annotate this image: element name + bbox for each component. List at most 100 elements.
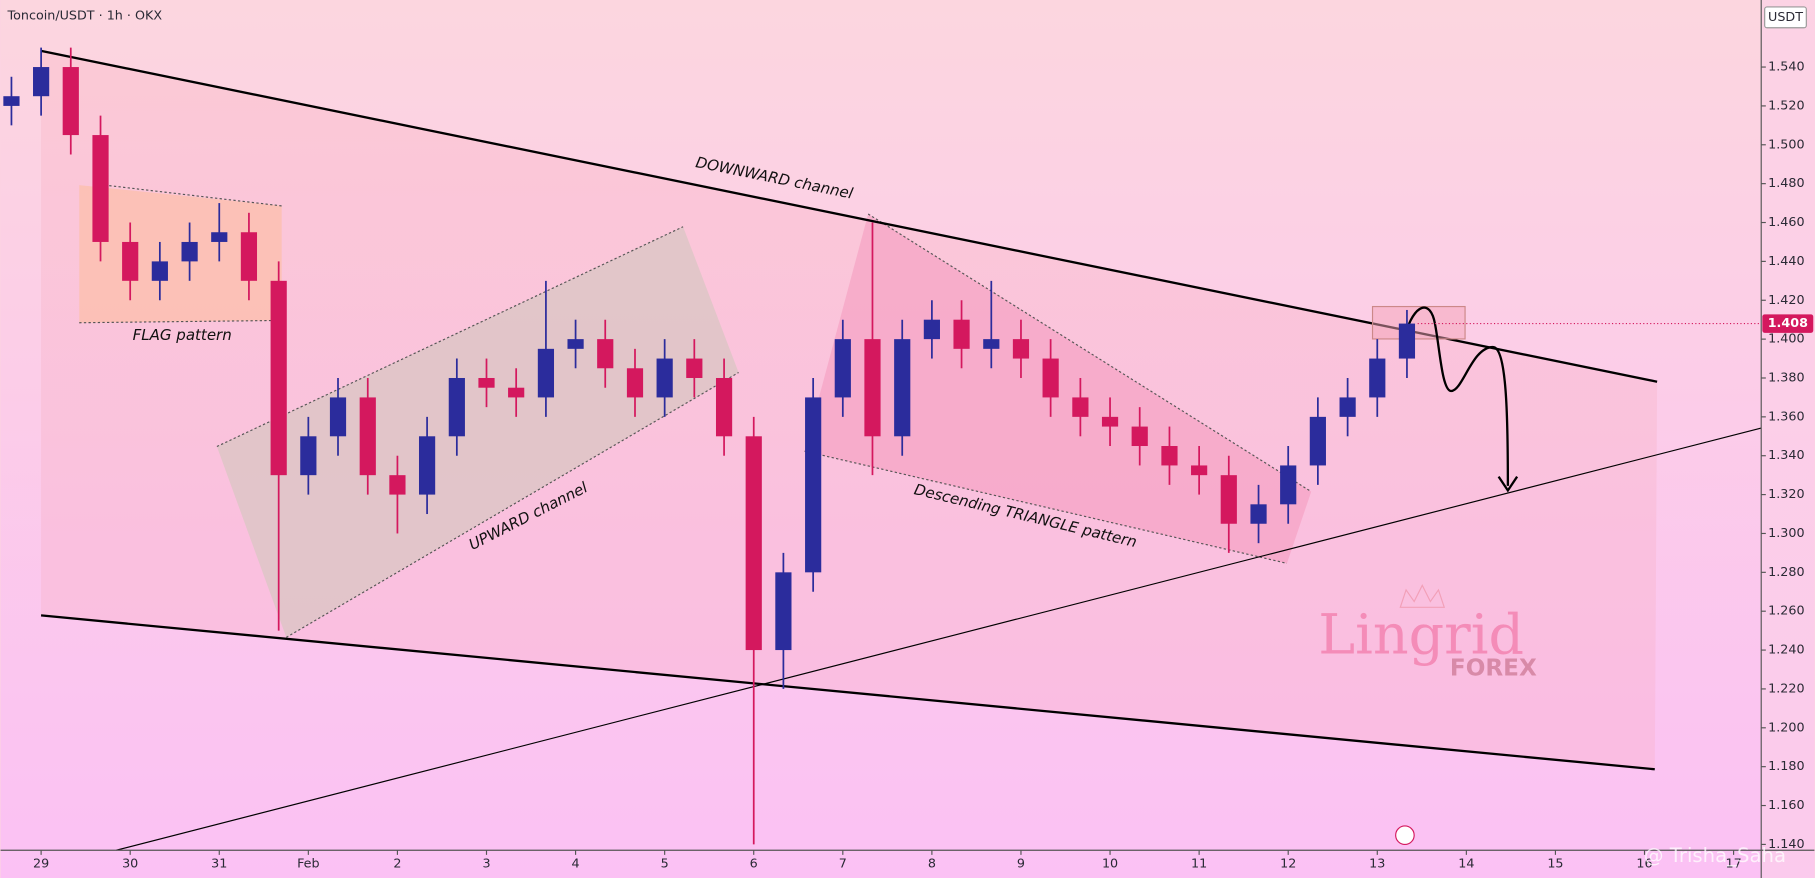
- candle-body: [211, 232, 228, 242]
- candle-body: [1220, 475, 1237, 524]
- x-tick-label: 14: [1458, 856, 1474, 871]
- candle-body: [240, 232, 258, 281]
- candle-body: [864, 339, 881, 437]
- x-tick-label: 5: [661, 856, 669, 871]
- x-tick-label: 16: [1636, 856, 1652, 871]
- currency: USDT: [1768, 9, 1803, 24]
- y-tick-label: 1.140: [1768, 836, 1804, 851]
- candle-body: [1250, 504, 1267, 524]
- candle-body: [686, 358, 703, 378]
- triangle-edge: [867, 213, 1312, 493]
- candle-body: [329, 397, 347, 437]
- y-tick-label: 1.520: [1768, 97, 1804, 112]
- watermark-sub: FOREX: [1450, 656, 1537, 682]
- candle-body: [1398, 323, 1416, 359]
- x-tick-label: 15: [1547, 856, 1563, 871]
- y-tick-label: 1.340: [1768, 447, 1804, 462]
- candle-body: [597, 339, 614, 369]
- triangle-edge: [804, 450, 1288, 564]
- currency-box: [1764, 6, 1807, 29]
- arrow-head: [1497, 475, 1519, 493]
- y-tick-label: 1.540: [1768, 59, 1804, 74]
- candle-body: [1280, 465, 1297, 505]
- candle-body: [1369, 358, 1386, 398]
- candle-body: [1072, 397, 1089, 417]
- x-tick-label: 4: [572, 856, 580, 871]
- candle-body: [418, 436, 436, 495]
- y-tick-label: 1.480: [1768, 175, 1804, 190]
- x-tick-label: 2: [393, 856, 401, 871]
- x-tick-label: 9: [1017, 856, 1025, 871]
- candle-body: [359, 397, 376, 476]
- candle-body: [626, 368, 644, 398]
- crown-icon: [1399, 584, 1446, 608]
- y-tick-label: 1.260: [1768, 603, 1804, 618]
- y-tick-label: 1.300: [1768, 525, 1804, 540]
- candle-body: [1309, 416, 1326, 466]
- y-tick-label: 1.200: [1768, 719, 1804, 734]
- flag-line: [79, 319, 282, 324]
- y-tick-label: 1.500: [1768, 136, 1804, 151]
- x-tick-label: 10: [1102, 856, 1118, 871]
- flag-line: [104, 184, 282, 207]
- candle-body: [953, 319, 970, 349]
- watermark-logo: Lingrid: [1318, 603, 1524, 668]
- candle-body: [1012, 339, 1030, 359]
- candle-body: [151, 261, 168, 281]
- candle-body: [923, 319, 940, 340]
- watermark-user: @ Trisha_Saha: [1644, 844, 1786, 867]
- y-tick-label: 1.380: [1768, 369, 1804, 384]
- x-tick-label: 31: [211, 856, 227, 871]
- y-tick-label: 1.320: [1768, 486, 1804, 501]
- candle-body: [478, 377, 495, 388]
- support-line: [116, 427, 1762, 851]
- candle-body: [1042, 358, 1059, 398]
- channel-bottom: [40, 614, 1655, 771]
- candles: [3, 47, 1416, 845]
- candle-body: [448, 377, 465, 437]
- candle-body: [834, 339, 851, 398]
- chart-title: Toncoin/USDT · 1h · OKX: [7, 8, 163, 23]
- projection-arrow: [1403, 306, 1510, 486]
- x-tick-label: 3: [482, 856, 490, 871]
- price-axis: [1761, 0, 1815, 878]
- x-tick-label: 13: [1369, 856, 1385, 871]
- candle-body: [745, 436, 762, 651]
- axes: 1.140 1.160 1.180 1.200 1.220 1.240 1.260 1.280…: [33, 59, 1814, 871]
- annotation: FLAG pattern: [133, 326, 232, 344]
- y-tick-label: 1.220: [1768, 680, 1804, 695]
- candle-body: [3, 96, 20, 106]
- x-tick-label: 29: [33, 856, 49, 871]
- candle-body: [775, 572, 792, 651]
- candle-body: [122, 241, 139, 281]
- candle-body: [567, 339, 584, 349]
- candle-body: [983, 339, 1000, 349]
- candle-body: [805, 397, 822, 573]
- candle-body: [508, 387, 525, 398]
- x-tick-label: 6: [750, 856, 758, 871]
- y-tick-label: 1.160: [1768, 797, 1804, 812]
- candle-body: [33, 67, 50, 97]
- candle-body: [537, 348, 555, 398]
- candle-body: [1191, 465, 1208, 476]
- candle-body: [894, 339, 911, 437]
- candle-body: [270, 280, 287, 476]
- y-tick-label: 1.460: [1768, 214, 1804, 229]
- y-tick-label: 1.400: [1768, 331, 1804, 346]
- candle-body: [300, 436, 317, 476]
- y-tick-label: 1.240: [1768, 642, 1804, 657]
- alert-icon: [1395, 825, 1415, 846]
- x-tick-label: 11: [1191, 856, 1207, 871]
- candle-body: [715, 377, 733, 437]
- y-tick-label: 1.440: [1768, 253, 1804, 268]
- x-tick-label: 12: [1280, 856, 1296, 871]
- price-tag-label: 1.408: [1768, 315, 1808, 330]
- x-tick-label: 8: [928, 856, 936, 871]
- candle-body: [1101, 416, 1119, 427]
- price-tag: [1762, 314, 1814, 333]
- candle-body: [389, 475, 406, 495]
- breakout-box: [1371, 305, 1466, 340]
- x-tick-label: 17: [1725, 856, 1741, 871]
